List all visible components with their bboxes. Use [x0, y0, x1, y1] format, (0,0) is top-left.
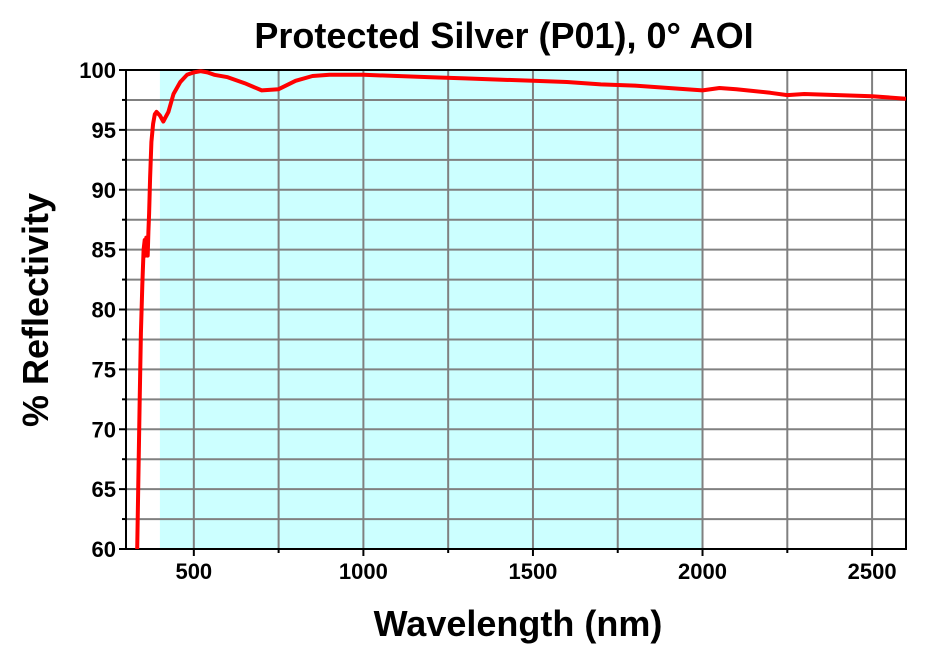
x-tick-label: 500	[175, 559, 212, 584]
y-axis-label: % Reflectivity	[15, 193, 56, 427]
y-tick-label: 85	[92, 238, 116, 263]
chart-title: Protected Silver (P01), 0° AOI	[254, 15, 753, 56]
y-tick-label: 75	[92, 357, 116, 382]
y-tick-label: 90	[92, 178, 116, 203]
x-axis: 500 1000 1500 2000 2500	[175, 549, 897, 584]
y-tick-label: 95	[92, 118, 116, 143]
x-tick-label: 2500	[848, 559, 897, 584]
x-axis-label: Wavelength (nm)	[374, 603, 663, 644]
y-tick-label: 100	[79, 58, 116, 83]
y-tick-label: 65	[92, 477, 116, 502]
x-tick-label: 2000	[678, 559, 727, 584]
x-tick-label: 1000	[339, 559, 388, 584]
y-tick-label: 80	[92, 298, 116, 323]
y-axis: 60 65 70 75 80 85 90 95 100	[79, 58, 126, 562]
x-tick-label: 1500	[508, 559, 557, 584]
y-tick-label: 70	[92, 417, 116, 442]
y-tick-label: 60	[92, 537, 116, 562]
grid	[126, 70, 906, 549]
series-line	[135, 69, 906, 549]
plot-area	[125, 69, 907, 550]
